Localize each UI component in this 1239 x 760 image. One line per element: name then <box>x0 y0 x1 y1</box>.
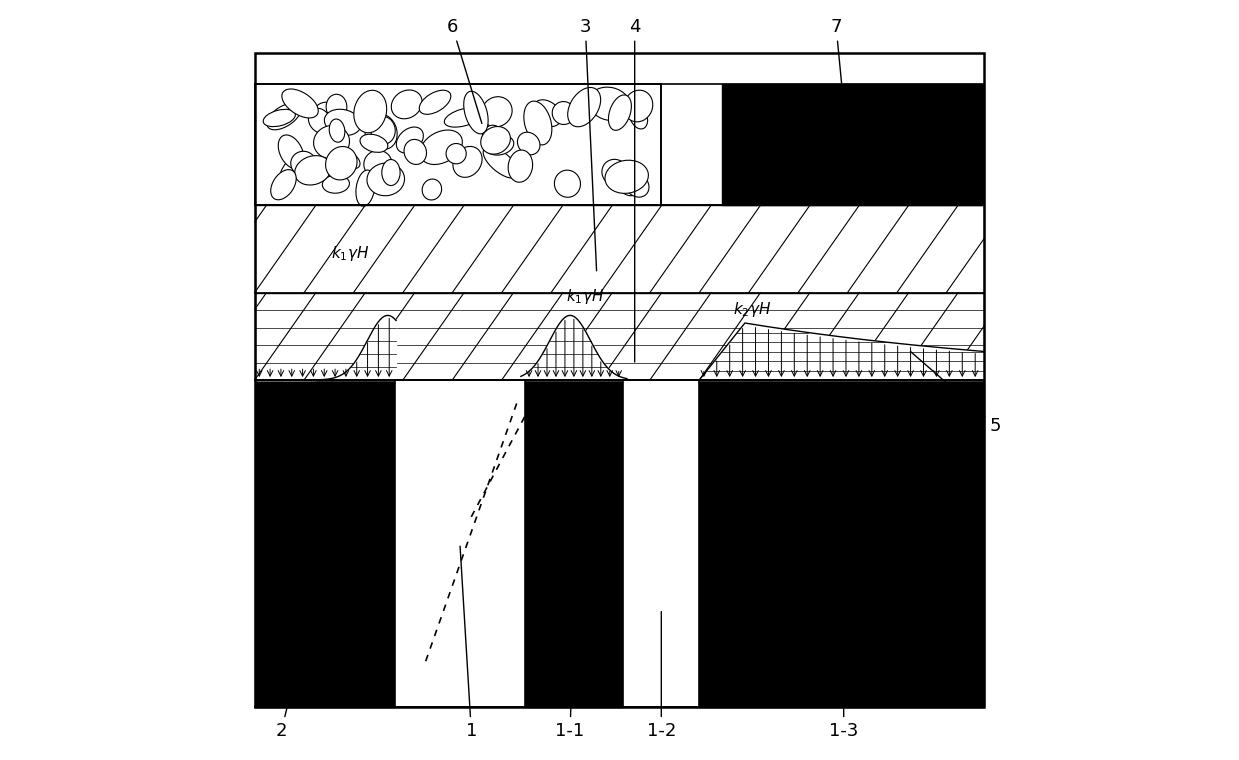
Ellipse shape <box>330 119 344 142</box>
Ellipse shape <box>508 150 533 182</box>
Ellipse shape <box>404 139 426 164</box>
Text: 1: 1 <box>460 546 477 740</box>
Bar <box>255 380 395 707</box>
Bar <box>255 53 984 707</box>
Ellipse shape <box>446 144 466 164</box>
Ellipse shape <box>420 130 462 164</box>
Ellipse shape <box>368 114 398 149</box>
Bar <box>255 205 984 293</box>
Ellipse shape <box>326 147 357 180</box>
Ellipse shape <box>482 97 512 127</box>
Ellipse shape <box>482 125 504 151</box>
Text: 2: 2 <box>275 562 322 740</box>
Text: 7: 7 <box>830 17 847 141</box>
Ellipse shape <box>295 156 331 185</box>
Ellipse shape <box>263 109 295 127</box>
Ellipse shape <box>445 108 483 127</box>
Text: 1-3: 1-3 <box>829 612 859 740</box>
Ellipse shape <box>518 132 540 155</box>
Ellipse shape <box>392 90 422 119</box>
Ellipse shape <box>453 147 482 177</box>
Ellipse shape <box>624 173 649 197</box>
Bar <box>524 380 623 707</box>
Text: 6: 6 <box>446 17 482 124</box>
Ellipse shape <box>396 127 424 153</box>
Bar <box>623 380 699 707</box>
Ellipse shape <box>419 90 451 114</box>
Ellipse shape <box>608 95 632 130</box>
Ellipse shape <box>567 87 601 127</box>
Text: 1-2: 1-2 <box>647 612 676 740</box>
Ellipse shape <box>326 94 347 119</box>
Ellipse shape <box>279 160 297 192</box>
Text: 4: 4 <box>629 17 641 362</box>
Ellipse shape <box>312 102 339 130</box>
Ellipse shape <box>266 103 301 130</box>
Ellipse shape <box>271 169 296 200</box>
Ellipse shape <box>370 116 395 144</box>
Ellipse shape <box>618 167 644 196</box>
Ellipse shape <box>483 147 519 178</box>
Ellipse shape <box>602 160 628 185</box>
Bar <box>722 84 984 205</box>
Ellipse shape <box>481 126 510 154</box>
Ellipse shape <box>279 135 304 169</box>
Ellipse shape <box>554 170 581 198</box>
Ellipse shape <box>589 87 631 121</box>
Bar <box>255 84 662 205</box>
Bar <box>255 293 984 380</box>
Ellipse shape <box>309 109 331 133</box>
Text: $k_1\gamma H$: $k_1\gamma H$ <box>566 287 605 306</box>
Text: $k_2\gamma H$: $k_2\gamma H$ <box>733 300 772 319</box>
Ellipse shape <box>623 90 653 122</box>
Ellipse shape <box>356 170 375 206</box>
Ellipse shape <box>322 175 349 193</box>
Bar <box>395 380 524 707</box>
Ellipse shape <box>281 89 318 118</box>
Text: 3: 3 <box>580 17 596 271</box>
Ellipse shape <box>382 160 400 185</box>
Text: $k_1\gamma H$: $k_1\gamma H$ <box>331 244 369 263</box>
Ellipse shape <box>361 135 388 152</box>
Ellipse shape <box>367 163 404 196</box>
Ellipse shape <box>463 91 488 134</box>
Ellipse shape <box>524 101 551 145</box>
Text: 1-1: 1-1 <box>555 612 585 740</box>
Ellipse shape <box>533 100 561 126</box>
Ellipse shape <box>354 90 387 133</box>
Text: 5: 5 <box>911 351 1001 435</box>
Bar <box>699 380 984 707</box>
Ellipse shape <box>313 125 349 159</box>
Ellipse shape <box>553 102 575 125</box>
Ellipse shape <box>325 109 361 135</box>
Ellipse shape <box>364 150 392 178</box>
Ellipse shape <box>605 160 648 193</box>
Ellipse shape <box>291 151 316 176</box>
Ellipse shape <box>629 104 648 129</box>
Ellipse shape <box>484 135 514 155</box>
Ellipse shape <box>336 150 361 169</box>
Ellipse shape <box>422 179 441 200</box>
Ellipse shape <box>366 117 392 144</box>
